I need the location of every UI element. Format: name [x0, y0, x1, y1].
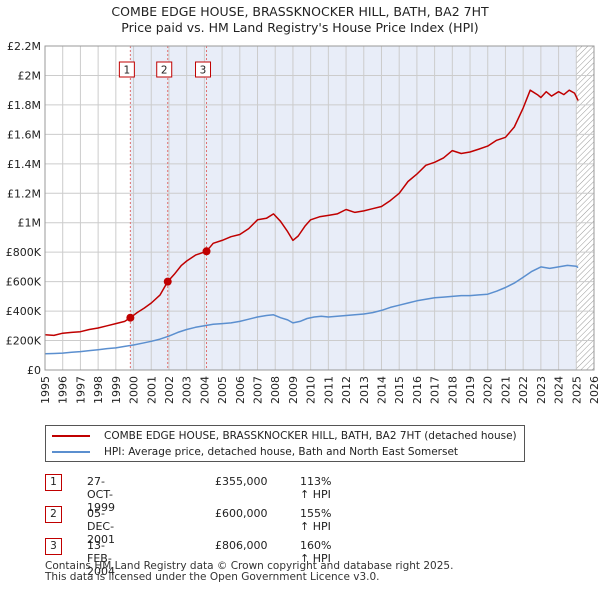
x-tick-label: 2004: [198, 376, 211, 404]
price-chart: 1 2 3 £0 £200K £400K £600K £800K £1M £1.2M £1.4M £…: [6, 40, 600, 404]
x-tick-label: 2022: [517, 376, 530, 404]
plot-border: [44, 45, 595, 371]
x-tick-label: 2017: [429, 376, 442, 404]
x-tick-label: 2015: [393, 376, 406, 404]
chart-title: COMBE EDGE HOUSE, BRASSKNOCKER HILL, BAT…: [111, 4, 489, 19]
sale-point: [202, 247, 211, 256]
x-tick-label: 2026: [588, 376, 600, 404]
sale-marker-label: 2: [161, 65, 168, 77]
transaction-hpi: 113% ↑ HPI: [300, 475, 332, 501]
x-tick-label: 2023: [535, 376, 548, 404]
x-tick-label: 2001: [145, 376, 158, 404]
y-tick-label: £2.2M: [7, 40, 41, 53]
x-tick-label: 2011: [322, 376, 335, 404]
sale-marker-box: [118, 61, 135, 78]
x-tick-label: 2018: [446, 376, 459, 404]
y-tick-label: £600K: [6, 276, 42, 289]
sale-point: [126, 313, 135, 322]
footer-copyright: Contains HM Land Registry data © Crown c…: [45, 560, 454, 572]
transaction-badge: 1: [45, 474, 62, 491]
x-tick-label: 1996: [57, 376, 70, 404]
sale-marker-label: 3: [200, 65, 207, 77]
x-tick-label: 2008: [269, 376, 282, 404]
property-price-line: [44, 89, 579, 337]
y-tick-label: £1.8M: [7, 99, 41, 112]
x-tick-label: 2025: [570, 376, 583, 404]
legend-swatch-property: [52, 435, 90, 437]
transaction-date: 05-DEC-2001: [87, 507, 115, 546]
transaction-price: £355,000: [215, 475, 268, 488]
x-tick-label: 2014: [375, 376, 388, 404]
x-tick-label: 2002: [163, 376, 176, 404]
x-tick-label: 2000: [128, 376, 141, 404]
transaction-badge: 2: [45, 506, 62, 523]
legend-swatch-hpi: [52, 451, 90, 453]
x-tick-label: 1995: [39, 376, 52, 404]
x-tick-label: 2005: [216, 376, 229, 404]
transaction-price: £806,000: [215, 539, 268, 552]
x-tick-label: 2012: [340, 376, 353, 404]
y-tick-label: £800K: [6, 246, 42, 259]
ownership-shade: [130, 46, 577, 370]
y-tick-label: £1.6M: [7, 128, 41, 141]
legend-label-property: COMBE EDGE HOUSE, BRASSKNOCKER HILL, BAT…: [104, 430, 517, 442]
x-tick-label: 2016: [411, 376, 424, 404]
y-tick-label: £2M: [18, 69, 42, 82]
forecast-hatch: [576, 46, 594, 370]
sale-marker-box: [156, 61, 173, 78]
x-tick-label: 2013: [358, 376, 371, 404]
x-tick-label: 2006: [234, 376, 247, 404]
transaction-date: 13-FEB-2004: [87, 539, 115, 578]
transaction-hpi: 155% ↑ HPI: [300, 507, 332, 533]
legend-item-hpi: HPI: Average price, detached house, Bath…: [52, 444, 458, 460]
transaction-hpi: 160% ↑ HPI: [300, 539, 332, 565]
footer-licence: This data is licensed under the Open Gov…: [45, 571, 380, 583]
chart-legend: COMBE EDGE HOUSE, BRASSKNOCKER HILL, BAT…: [45, 425, 525, 462]
y-tick-label: £200K: [6, 335, 42, 348]
x-tick-label: 2003: [181, 376, 194, 404]
transaction-date: 27-OCT-1999: [87, 475, 115, 514]
transaction-badge: 3: [45, 538, 62, 555]
y-tick-label: £400K: [6, 305, 42, 318]
x-tick-label: 1998: [92, 376, 105, 404]
transaction-price: £600,000: [215, 507, 268, 520]
x-tick-label: 1997: [74, 376, 87, 404]
x-tick-label: 2009: [287, 376, 300, 404]
y-tick-label: £1M: [18, 217, 42, 230]
y-tick-label: £1.4M: [7, 158, 41, 171]
hpi-line: [44, 264, 579, 355]
chart-subtitle: Price paid vs. HM Land Registry's House …: [121, 20, 479, 35]
y-tick-label: £1.2M: [7, 187, 41, 200]
x-tick-label: 2024: [553, 376, 566, 404]
sale-marker-label: 1: [124, 65, 131, 77]
sale-marker-box: [195, 61, 212, 78]
legend-item-property: COMBE EDGE HOUSE, BRASSKNOCKER HILL, BAT…: [52, 428, 517, 444]
x-tick-label: 2007: [252, 376, 265, 404]
footer-attribution: Contains HM Land Registry data © Crown c…: [45, 561, 453, 583]
x-tick-label: 2010: [305, 376, 318, 404]
x-tick-label: 2019: [464, 376, 477, 404]
x-tick-label: 1999: [110, 376, 123, 404]
y-tick-label: £0: [27, 364, 41, 377]
sale-point: [163, 277, 172, 286]
legend-label-hpi: HPI: Average price, detached house, Bath…: [104, 446, 459, 458]
x-tick-label: 2021: [499, 376, 512, 404]
x-tick-label: 2020: [482, 376, 495, 404]
